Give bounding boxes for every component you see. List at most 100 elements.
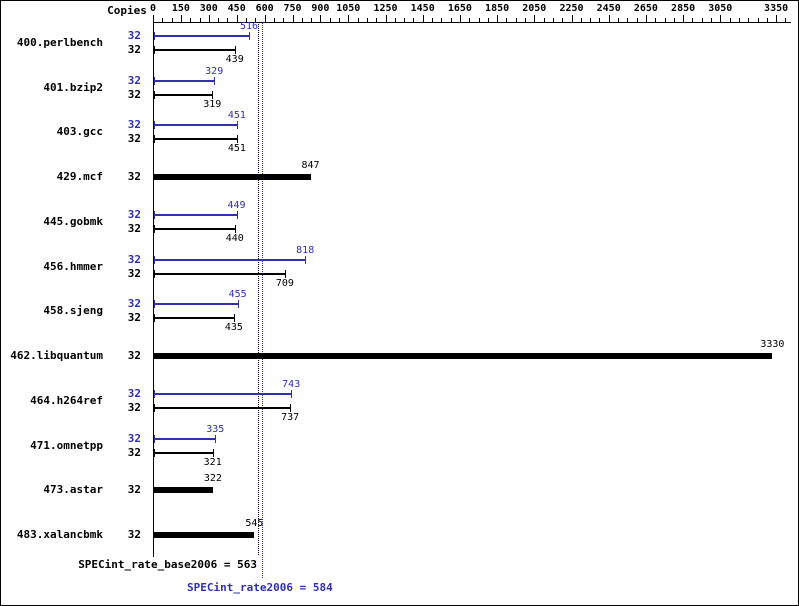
axis-tick-label: 300 — [199, 3, 218, 14]
base-bar — [154, 49, 235, 51]
axis-minor-tick — [199, 18, 201, 22]
copies-value: 32 — [127, 170, 141, 184]
axis-minor-tick — [618, 18, 619, 22]
axis-minor-tick — [757, 18, 759, 22]
peak-bar — [154, 213, 237, 216]
bar-value-label: 440 — [225, 232, 244, 244]
bar-end-cap — [212, 90, 214, 99]
peak-bar — [154, 79, 215, 82]
axis-minor-tick — [580, 18, 582, 22]
axis-major-tick — [264, 15, 266, 22]
bar-end-cap — [236, 210, 238, 219]
axis-tick-label: 0 — [149, 3, 157, 14]
bar-end-cap — [237, 300, 239, 309]
peak-bar — [154, 392, 292, 395]
axis-tick-label: 150 — [171, 3, 190, 14]
copies-value: 32 — [127, 132, 141, 146]
peak-bar — [154, 124, 237, 127]
axis-minor-tick — [441, 18, 443, 22]
peak-bar — [154, 258, 306, 261]
axis-minor-tick — [673, 18, 675, 22]
axis-minor-tick — [515, 18, 517, 22]
copies-value: 32 — [127, 400, 141, 414]
bar-value-label: 449 — [227, 199, 246, 211]
benchmark-label: 445.gobmk — [43, 214, 103, 228]
axis-tick-label: 3350 — [764, 3, 789, 14]
single-bar — [154, 174, 311, 181]
bar-value-label: 743 — [282, 378, 301, 390]
single-bar — [154, 487, 213, 494]
axis-minor-tick — [766, 18, 768, 22]
bar-end-cap — [234, 46, 236, 54]
axis-tick-label: 1250 — [373, 3, 398, 14]
axis-major-tick — [348, 15, 350, 22]
benchmark-label: 473.astar — [43, 483, 103, 497]
axis-major-tick — [208, 15, 210, 22]
axis-minor-tick — [711, 18, 712, 22]
axis-tick-label: 2450 — [596, 3, 621, 14]
axis-minor-tick — [301, 18, 303, 22]
axis-major-tick — [720, 15, 722, 22]
axis-tick-label: 1050 — [336, 3, 361, 14]
benchmark-label: 462.libquantum — [10, 349, 103, 362]
axis-minor-tick — [487, 18, 489, 22]
benchmark-label: 429.mcf — [56, 170, 103, 184]
copies-value: 32 — [127, 386, 141, 400]
axis-major-tick — [776, 15, 778, 22]
bar-start-cap — [154, 269, 155, 278]
bar-start-cap — [154, 389, 155, 398]
axis-minor-tick — [329, 18, 331, 22]
bar-end-cap — [290, 403, 292, 412]
bar-value-label: 545 — [245, 517, 264, 529]
base-bar — [154, 406, 291, 409]
x-axis-line — [153, 22, 791, 23]
axis-major-tick — [459, 15, 461, 22]
bar-end-cap — [249, 32, 250, 40]
bar-end-cap — [291, 389, 293, 398]
peak-bar — [154, 35, 249, 37]
axis-minor-tick — [590, 18, 592, 22]
axis-tick-label: 750 — [283, 3, 302, 14]
axis-minor-tick — [283, 18, 285, 22]
axis-minor-tick — [627, 18, 629, 22]
axis-major-tick — [153, 15, 154, 22]
bar-value-label: 322 — [203, 473, 222, 485]
benchmark-label: 403.gcc — [56, 125, 103, 139]
base-bar — [154, 138, 237, 141]
benchmark-label: 401.bzip2 — [43, 80, 103, 94]
bar-value-label: 451 — [227, 143, 246, 155]
axis-minor-tick — [162, 18, 164, 22]
axis-tick-label: 1850 — [485, 3, 510, 14]
axis-tick-label: 2250 — [559, 3, 584, 14]
axis-minor-tick — [599, 18, 601, 22]
axis-minor-tick — [227, 18, 229, 22]
base-bar — [154, 227, 235, 230]
copies-value: 32 — [127, 266, 141, 280]
bar-start-cap — [154, 135, 155, 144]
single-bar — [154, 353, 773, 359]
base-bar — [154, 317, 234, 320]
axis-minor-tick — [190, 18, 192, 22]
axis-minor-tick — [655, 18, 657, 22]
copies-value: 32 — [127, 73, 141, 87]
bar-value-label: 329 — [205, 65, 224, 77]
y-axis-line — [153, 22, 154, 557]
axis-major-tick — [497, 15, 499, 22]
axis-major-tick — [534, 15, 536, 22]
copies-column-header: Copies — [107, 4, 147, 17]
axis-tick-label: 2050 — [522, 3, 547, 14]
bar-start-cap — [154, 90, 155, 99]
copies-value: 32 — [127, 349, 141, 362]
copies-value: 32 — [127, 431, 141, 445]
axis-minor-tick — [413, 18, 415, 22]
bar-start-cap — [154, 224, 155, 233]
axis-minor-tick — [738, 18, 740, 22]
bar-start-cap — [154, 314, 155, 323]
copies-value: 32 — [127, 221, 141, 235]
bar-value-label: 451 — [227, 110, 246, 122]
copies-value: 32 — [127, 297, 141, 311]
benchmark-label: 464.h264ref — [30, 393, 103, 407]
axis-tick-label: 2850 — [671, 3, 696, 14]
copies-value: 32 — [127, 527, 141, 541]
